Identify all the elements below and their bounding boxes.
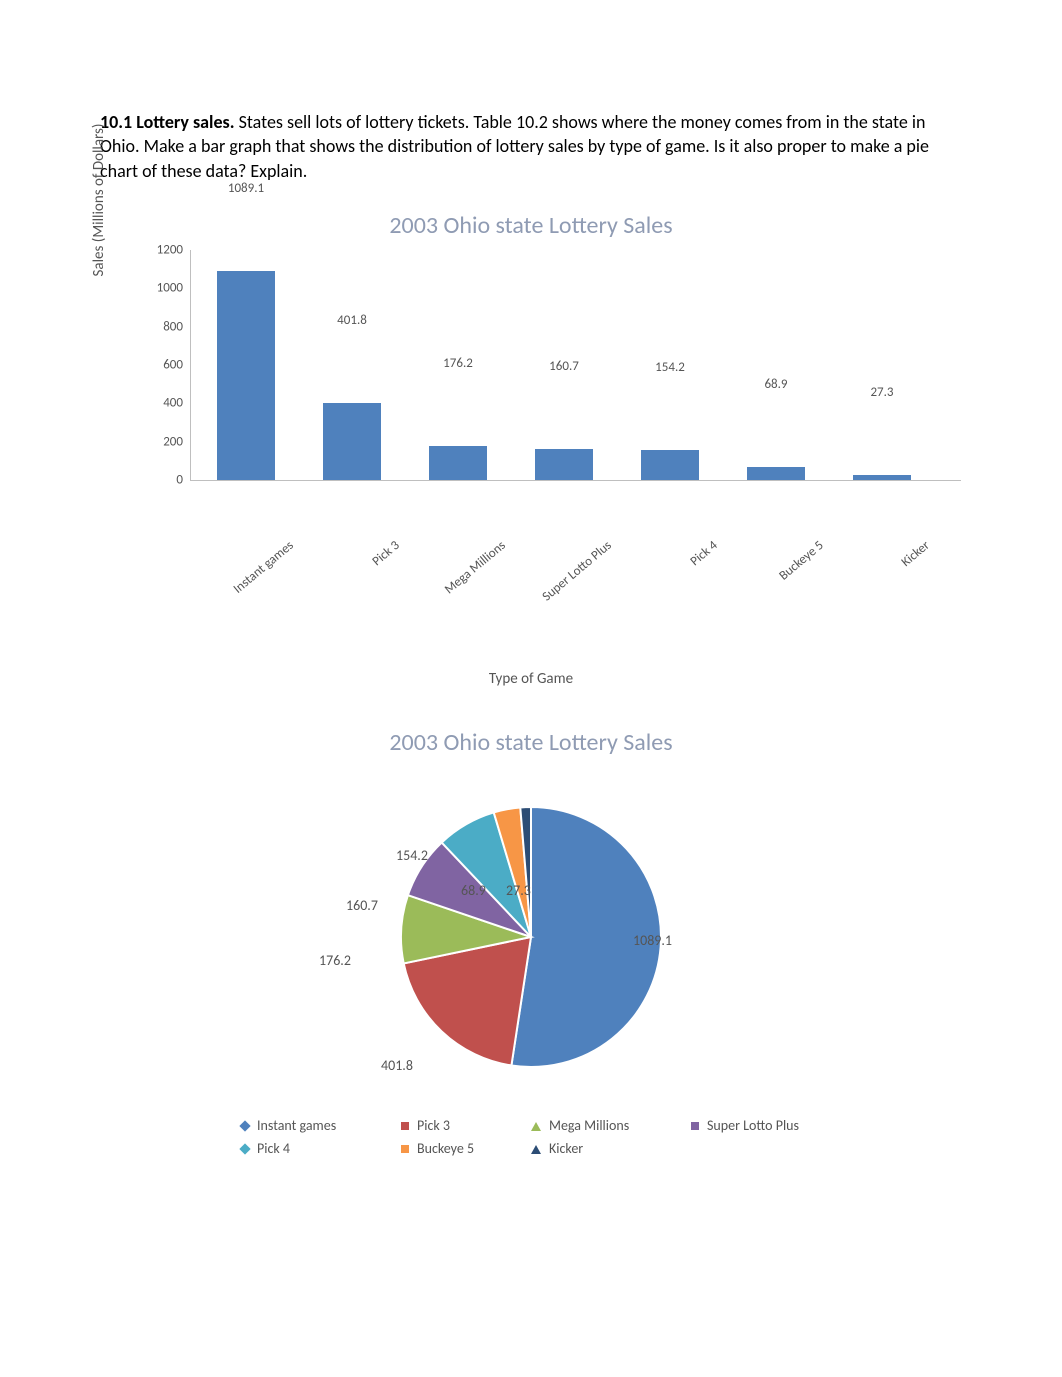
bar-chart-title: 2003 Ohio state Lottery Sales [100,211,962,240]
bar-chart-plot: 0200400600800100012001089.1Instant games… [190,250,961,481]
bar-value-label: 401.8 [302,313,402,353]
y-tick-label: 0 [141,472,183,487]
bar [217,271,275,480]
bar [853,475,911,480]
legend-swatch-icon [691,1122,699,1130]
legend-swatch-icon [239,1144,250,1155]
bar-column: 160.7 [535,449,593,480]
legend-label: Super Lotto Plus [707,1117,799,1134]
legend-label: Mega Millions [549,1117,629,1134]
legend-swatch-icon [401,1122,409,1130]
y-tick-label: 400 [141,396,183,411]
question-lead: 10.1 Lottery sales. [100,111,235,133]
legend-item: Instant games [241,1117,391,1134]
legend-item: Mega Millions [531,1117,681,1134]
legend-swatch-icon [401,1145,409,1153]
bar-value-label: 27.3 [832,385,932,453]
legend-label: Kicker [549,1140,583,1157]
bar [747,467,805,480]
pie-slice-label: 401.8 [381,1057,413,1074]
legend-swatch-icon [531,1145,541,1154]
y-tick-label: 1000 [141,281,183,296]
legend-label: Instant games [257,1117,336,1134]
legend-label: Pick 4 [257,1140,290,1157]
bar [429,446,487,480]
legend-item: Kicker [531,1140,681,1157]
pie-slice-label: 154.2 [396,847,428,864]
bar-column: 401.8 [323,403,381,480]
bar-column: 1089.1 [217,271,275,480]
bar [323,403,381,480]
bar-value-label: 154.2 [620,360,720,427]
bar [535,449,593,480]
legend-swatch-icon [531,1122,541,1131]
legend-swatch-icon [239,1121,250,1132]
legend-item: Pick 4 [241,1140,391,1157]
bar-value-label: 160.7 [514,359,614,426]
legend-label: Pick 3 [417,1117,450,1134]
legend-item: Pick 3 [401,1117,521,1134]
legend-label: Buckeye 5 [417,1140,474,1157]
bar-category-label: Kicker [839,538,933,620]
bar-value-label: 176.2 [408,356,508,424]
page: 10.1 Lottery sales. States sell lots of … [0,0,1062,1377]
bar-category-label: Pick 4 [627,538,721,620]
pie-slice-label: 1089.1 [633,932,672,949]
x-axis-title: Type of Game [100,670,962,688]
bar-category-label: Mega Millions [415,538,509,620]
bar-column: 176.2 [429,446,487,480]
pie-slice-label: 27.3 [506,882,531,899]
y-axis-title: Sales (Millions of Dollars) [90,90,108,310]
pie-slice-label: 176.2 [319,952,351,969]
bar-column: 154.2 [641,450,699,480]
bar-chart: Sales (Millions of Dollars) 020040060080… [100,250,980,570]
pie-chart-title: 2003 Ohio state Lottery Sales [100,728,962,757]
legend-item: Super Lotto Plus [691,1117,851,1134]
y-tick-label: 200 [141,434,183,449]
legend-item: Buckeye 5 [401,1140,521,1157]
pie-chart-area: 1089.1 401.8 176.2 160.7 154.2 68.9 27.3 [181,777,881,1097]
bar [641,450,699,480]
pie-slice-label: 160.7 [346,897,378,914]
bar-category-label: Super Lotto Plus [521,538,615,620]
bar-category-label: Pick 3 [309,538,403,620]
pie-slice-label: 68.9 [461,882,486,899]
bar-column: 68.9 [747,467,805,480]
question-text: 10.1 Lottery sales. States sell lots of … [100,110,962,183]
pie-chart-legend: Instant games Pick 3 Mega Millions Super Lo… [241,1117,881,1157]
y-tick-label: 800 [141,319,183,334]
bar-column: 27.3 [853,475,911,480]
y-tick-label: 1200 [141,242,183,257]
bar-category-label: Instant games [203,538,297,620]
pie-chart: 1089.1 401.8 176.2 160.7 154.2 68.9 27.3 Insta… [181,777,881,1157]
bar-value-label: 68.9 [726,377,826,445]
y-tick-label: 600 [141,357,183,372]
bar-category-label: Buckeye 5 [733,538,827,620]
